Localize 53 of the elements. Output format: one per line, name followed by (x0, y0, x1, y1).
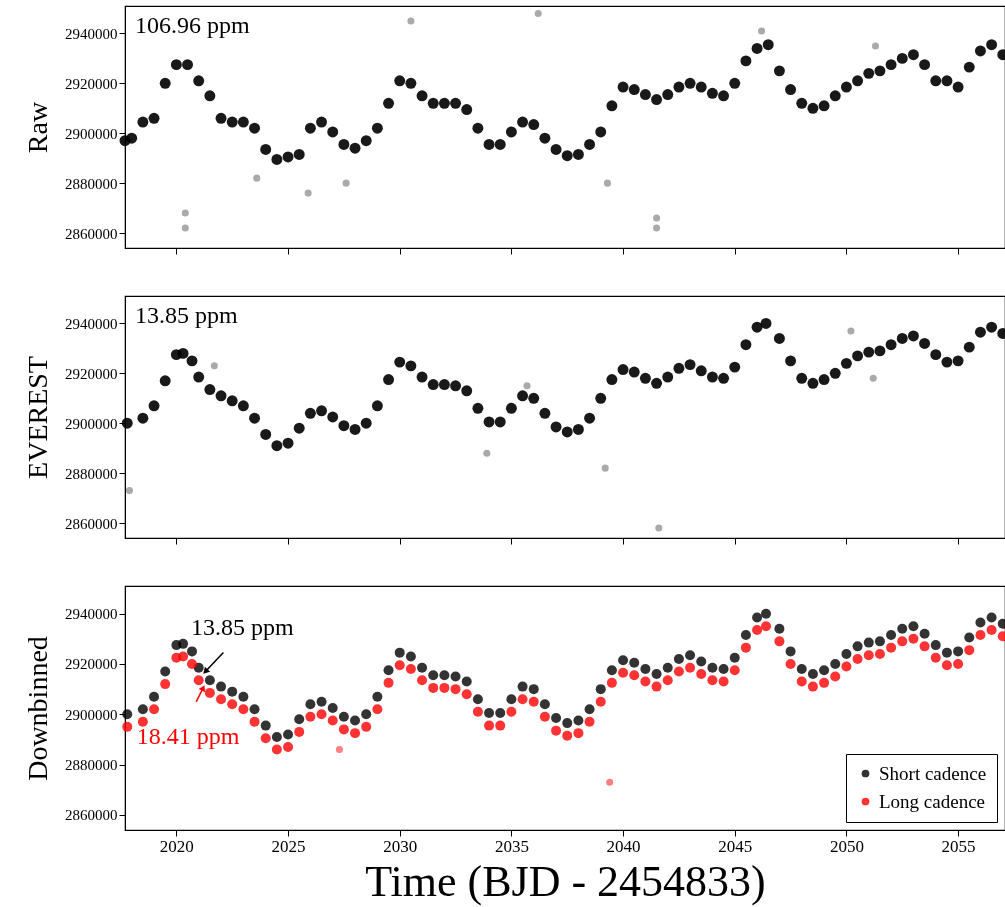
point (653, 214, 661, 222)
x-tick-label: 2030 (383, 836, 418, 856)
point (483, 449, 491, 457)
point (304, 189, 312, 197)
x-tick-label: 2025 (271, 836, 306, 856)
point (523, 382, 531, 390)
point (758, 27, 766, 35)
y-axis-title: Raw (22, 101, 53, 154)
point (181, 224, 189, 232)
y-tick-label: 2880000 (65, 757, 118, 774)
y-tick-label: 2940000 (65, 25, 118, 42)
y-tick-label: 2920000 (65, 365, 118, 382)
x-tick-label: 2020 (159, 836, 194, 856)
x-tick-label: 2040 (606, 836, 641, 856)
point (342, 179, 350, 187)
point (407, 17, 415, 25)
y-tick-label: 2940000 (65, 606, 118, 623)
y-tick-label: 2900000 (65, 125, 118, 142)
point (601, 464, 609, 472)
y-tick-label: 2860000 (65, 807, 118, 824)
point (869, 374, 877, 382)
x-tick-label: 2045 (718, 836, 753, 856)
y-tick-label: 2920000 (65, 75, 118, 92)
y-tick-label: 2880000 (65, 465, 118, 482)
point (847, 327, 855, 335)
x-tick-label: 2050 (829, 836, 864, 856)
annotation: 13.85 ppm (135, 302, 238, 328)
y-tick-label: 2860000 (65, 515, 118, 532)
x-axis-title: Time (BJD - 2454833) (365, 856, 766, 906)
legend-label: Short cadence (879, 762, 987, 784)
y-tick-label: 2900000 (65, 706, 118, 723)
y-tick-label: 2900000 (65, 415, 118, 432)
point (210, 362, 218, 370)
annotation: 106.96 ppm (135, 12, 250, 38)
annotation: 18.41 ppm (136, 722, 240, 749)
point (603, 179, 611, 187)
point (871, 42, 879, 50)
x-tick-label: 2035 (494, 836, 529, 856)
point (655, 524, 663, 532)
x-tick-label: 2055 (941, 836, 976, 856)
point (253, 174, 261, 182)
y-axis-title: Downbinned (22, 636, 53, 781)
point (125, 487, 133, 495)
y-tick-label: 2880000 (65, 175, 118, 192)
y-tick-label: 2860000 (65, 225, 118, 242)
point (181, 209, 189, 217)
legend-label: Long cadence (879, 790, 986, 812)
point (534, 9, 542, 18)
annotation: 13.85 ppm (191, 613, 295, 640)
point (653, 224, 661, 232)
y-axis-title: EVEREST (22, 356, 53, 479)
y-tick-label: 2920000 (65, 656, 118, 673)
y-tick-label: 2940000 (65, 315, 118, 332)
